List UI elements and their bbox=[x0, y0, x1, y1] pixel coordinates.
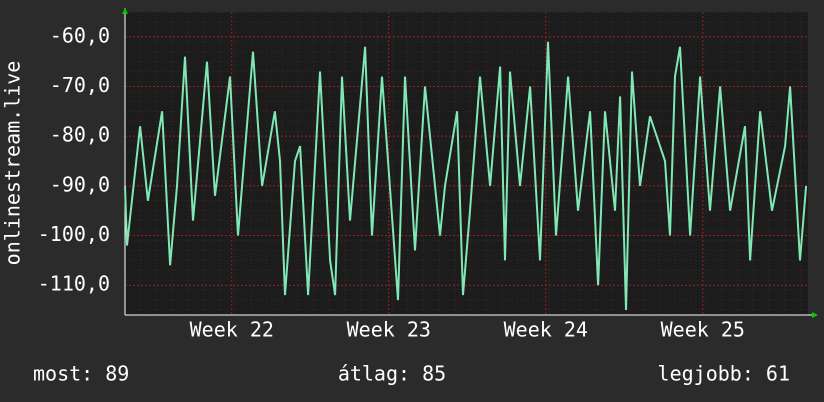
x-tick-label: Week 23 bbox=[347, 318, 431, 342]
y-arrow bbox=[122, 8, 128, 14]
x-tick-label: Week 24 bbox=[504, 318, 588, 342]
y-tick-label: -110,0 bbox=[38, 272, 110, 296]
footer-best: legjobb: 61 bbox=[658, 362, 790, 386]
y-tick-label: -70,0 bbox=[50, 73, 110, 97]
x-arrow bbox=[812, 312, 818, 318]
y-tick-label: -80,0 bbox=[50, 123, 110, 147]
y-axis-label: onlinestream.live bbox=[1, 61, 25, 266]
y-tick-label: -100,0 bbox=[38, 222, 110, 246]
data-line bbox=[124, 41, 808, 311]
footer-current: most: 89 bbox=[33, 362, 129, 386]
footer-average: átlag: 85 bbox=[338, 362, 446, 386]
x-tick-label: Week 22 bbox=[190, 318, 274, 342]
y-tick-label: -60,0 bbox=[50, 23, 110, 47]
y-tick-label: -90,0 bbox=[50, 172, 110, 196]
x-tick-label: Week 25 bbox=[661, 318, 745, 342]
